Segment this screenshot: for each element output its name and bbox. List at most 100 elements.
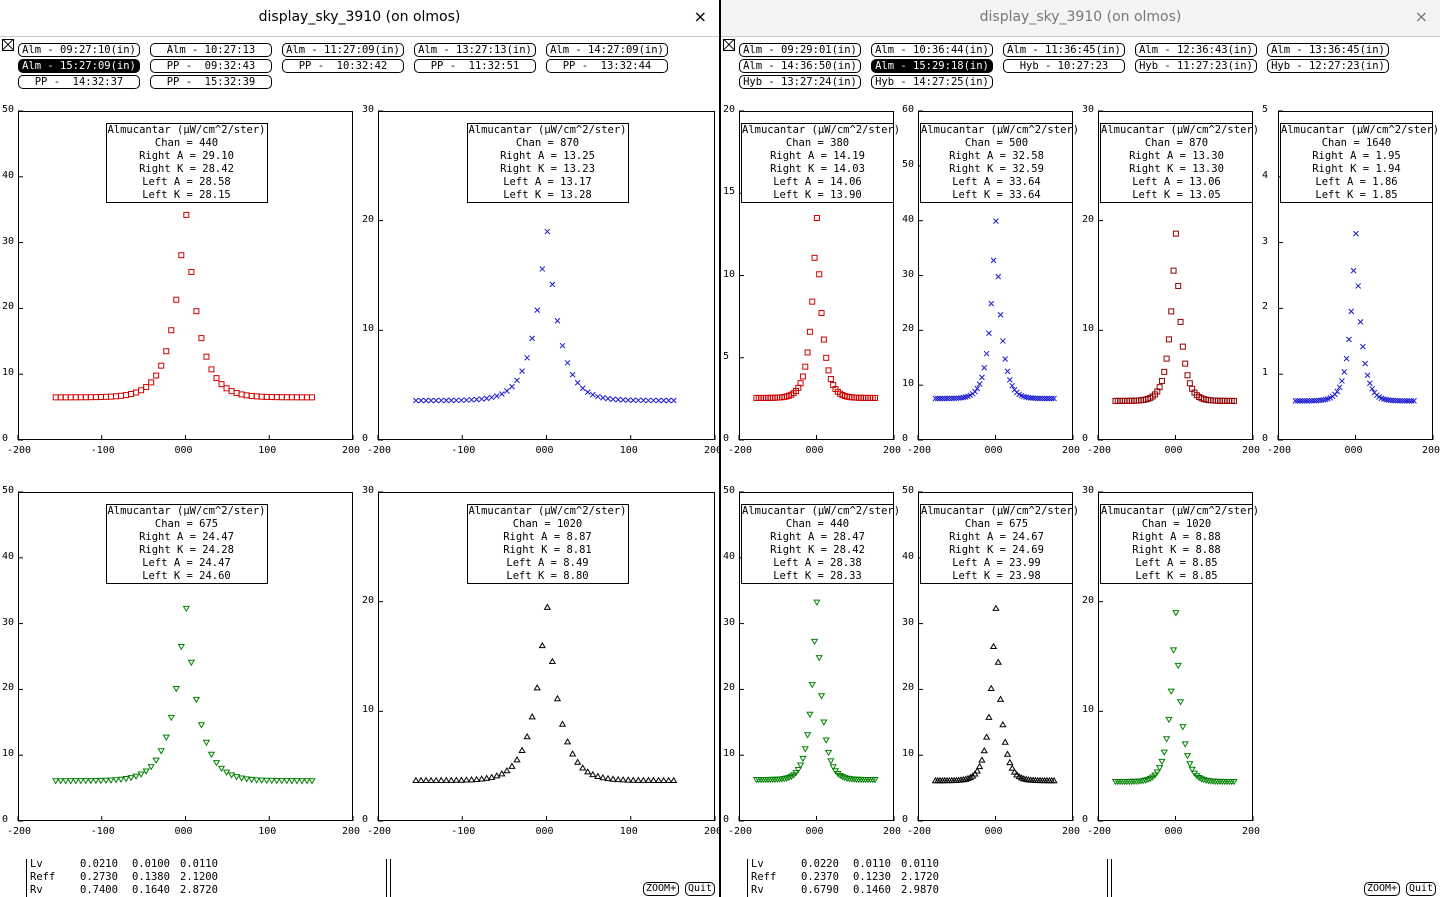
data-point (509, 383, 515, 390)
scan-select-button[interactable]: PP - 14:32:37 (18, 75, 140, 89)
data-point (808, 682, 816, 689)
info-box-line: Right A = 14.19 (770, 150, 865, 162)
scan-select-button[interactable]: PP - 10:32:42 (282, 59, 404, 73)
y-tick-label: 0 (723, 433, 730, 444)
scan-select-button[interactable]: Hyb - 10:27:23 (1003, 59, 1125, 73)
y-tick-label: 3 (1262, 235, 1269, 247)
window-titlebar: display_sky_3910 (on olmos) × (0, 0, 719, 37)
scan-select-button[interactable]: Alm - 09:29:01(in) (739, 43, 861, 57)
scan-select-button[interactable]: Alm - 14:36:50(in) (739, 59, 861, 73)
scan-select-button[interactable]: Alm - 09:27:10(in) (18, 43, 140, 57)
info-box-line: Left A = 8.49 (506, 557, 589, 569)
data-point (263, 393, 270, 400)
param-name: Rv (751, 884, 764, 896)
data-point (198, 335, 205, 342)
data-point (498, 770, 506, 777)
x-tick-label: 200 (342, 445, 361, 456)
data-point (806, 711, 814, 719)
data-point (498, 391, 505, 397)
scan-select-button[interactable]: Alm - 13:36:45(in) (1267, 43, 1389, 57)
quit-button[interactable]: Quit (685, 882, 716, 896)
data-point (1181, 741, 1189, 748)
data-point (228, 388, 235, 395)
scan-select-button[interactable]: PP - 11:32:51 (414, 59, 536, 73)
data-point (1385, 397, 1392, 403)
data-point (625, 397, 632, 403)
scan-select-button[interactable]: Alm - 14:27:09(in) (546, 43, 668, 57)
data-point (1408, 398, 1415, 404)
zoom-in-button[interactable]: ZOOM+ (643, 882, 680, 896)
info-box-line: Left A = 8.85 (1135, 557, 1218, 569)
scan-select-button[interactable]: Alm - 10:36:44(in) (871, 43, 993, 57)
channel-info-box: Almucantar (µW/cm^2/ster) Chan = 440 Right… (741, 504, 900, 584)
y-tick-label: 30 (2, 235, 15, 247)
data-point (143, 384, 150, 391)
x-tick-label: -100 (451, 826, 476, 837)
plot-svg (738, 491, 895, 822)
close-icon[interactable]: × (693, 7, 707, 26)
scan-select-button[interactable]: Hyb - 11:27:23(in) (1135, 59, 1257, 73)
x-tick-label: -200 (907, 445, 932, 456)
param-value: 0.6790 (801, 884, 839, 896)
data-point (283, 778, 291, 785)
channel-info-box: Almucantar (µW/cm^2/ster) Chan = 870 Right… (466, 123, 629, 203)
data-point (983, 350, 990, 357)
data-point (979, 374, 985, 381)
data-point (534, 307, 541, 313)
data-point (413, 397, 419, 404)
scan-select-button[interactable]: Alm - 15:27:09(in) (18, 59, 140, 73)
plot-canvas: Alm - 09:27:10(in) Alm - 10:27:13 Alm - 11… (0, 37, 719, 897)
data-point (298, 394, 305, 401)
data-point (980, 746, 988, 754)
canvas-close-icon[interactable] (723, 39, 735, 51)
scan-select-button[interactable]: Alm - 11:36:45(in) (1003, 43, 1125, 57)
data-point (452, 776, 461, 783)
data-point (182, 605, 191, 613)
data-point (974, 385, 981, 392)
quit-button[interactable]: Quit (1406, 882, 1437, 896)
data-point (811, 254, 818, 261)
info-box-title: Almucantar (µW/cm^2/ster) (107, 505, 266, 517)
scan-select-button[interactable]: Hyb - 14:27:25(in) (871, 75, 993, 89)
x-tick-label: -200 (728, 445, 753, 456)
data-point (818, 309, 825, 316)
data-point (278, 778, 286, 785)
data-point (806, 328, 813, 335)
data-point (944, 395, 950, 402)
y-tick-label: 20 (362, 213, 375, 225)
x-tick-label: -100 (451, 445, 476, 456)
almucantar-plot: 0 10 20 30 -200 000 200 Almucantar (µW/cm^2/ste… (1082, 485, 1260, 837)
scan-select-button[interactable]: Alm - 12:36:43(in) (1135, 43, 1257, 57)
data-point (192, 696, 201, 704)
data-point (102, 777, 110, 785)
scan-select-button[interactable]: Hyb - 12:27:23(in) (1267, 59, 1389, 73)
y-tick-label: 20 (723, 104, 736, 115)
scan-select-button[interactable]: Alm - 11:27:09(in) (282, 43, 404, 57)
info-box-line: Left K = 28.15 (142, 189, 231, 201)
scan-select-button[interactable]: PP - 15:32:39 (150, 75, 272, 89)
data-point (97, 777, 105, 785)
scan-select-button[interactable]: PP - 13:32:44 (546, 59, 668, 73)
channel-info-box: Almucantar (µW/cm^2/ster) Chan = 1020 Righ… (466, 504, 629, 584)
y-tick-label: 20 (723, 682, 736, 694)
data-point (162, 734, 170, 741)
scan-select-button[interactable]: Alm - 13:27:13(in) (414, 43, 536, 57)
scan-select-button[interactable]: Hyb - 13:27:24(in) (739, 75, 861, 89)
data-point (52, 778, 60, 785)
scan-select-button[interactable]: Alm - 10:27:13 (150, 43, 272, 57)
zoom-in-button[interactable]: ZOOM+ (1364, 882, 1401, 896)
info-box-line: Right A = 32.58 (949, 150, 1044, 162)
data-point (128, 391, 135, 398)
data-point (218, 381, 225, 388)
data-point (193, 308, 200, 315)
canvas-close-icon[interactable] (2, 39, 14, 51)
scan-select-button[interactable]: PP - 09:32:43 (150, 59, 272, 73)
data-point (1343, 355, 1350, 362)
plot-svg (1097, 491, 1254, 822)
data-point (118, 392, 125, 399)
param-name: Lv (30, 858, 43, 870)
scan-select-button[interactable]: Alm - 15:29:18(in) (871, 59, 993, 73)
close-icon[interactable]: × (1414, 7, 1428, 26)
data-point (992, 604, 1000, 611)
info-box-line: Right K = 1.94 (1312, 163, 1401, 175)
